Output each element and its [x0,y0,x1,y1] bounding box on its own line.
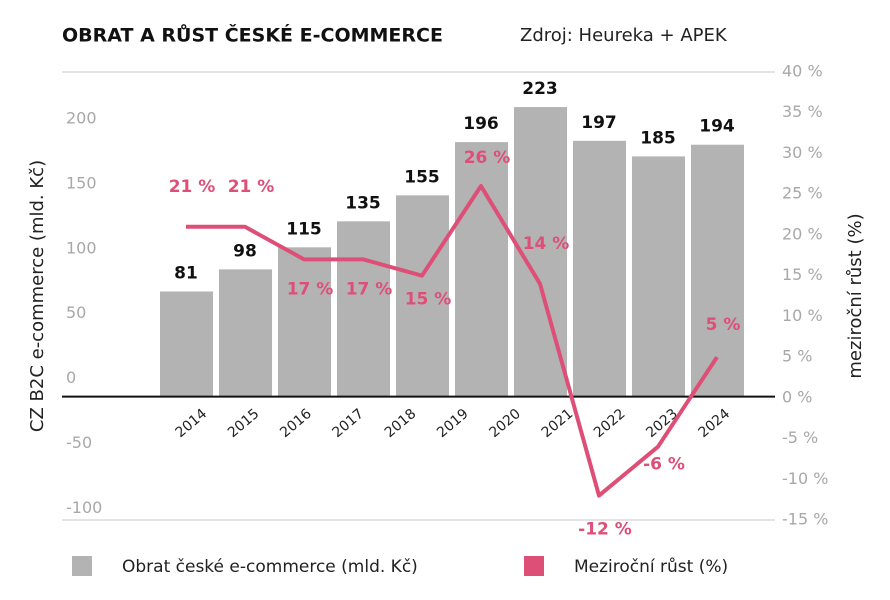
bar-value-label: 135 [345,193,381,213]
bar-value-label: 115 [286,219,322,239]
growth-value-label: 17 % [287,279,334,299]
y2-tick-label: -10 % [782,469,828,488]
bar [573,140,626,397]
y2-tick-label: 0 % [782,387,812,406]
bar-value-label: 223 [522,79,558,99]
growth-value-label: 26 % [464,148,511,168]
x-tick-label: 2015 [225,406,263,441]
growth-value-label: 21 % [228,177,275,197]
y-tick-label: 100 [66,238,97,257]
x-tick-label: 2020 [486,406,524,441]
y2-tick-label: 25 % [782,184,823,203]
bar-value-label: 155 [404,167,440,187]
bar-value-label: 185 [640,128,676,148]
bar-value-label: 194 [699,117,735,137]
y2-tick-label: -15 % [782,510,828,529]
y2-tick-label: 35 % [782,102,823,121]
x-tick-label: 2016 [277,406,315,441]
bar-value-label: 197 [581,113,617,133]
y-axis-title: CZ B2C e-commerce (mld. Kč) [27,160,48,432]
x-tick-label: 2019 [434,406,472,441]
x-tick-label: 2018 [382,406,420,441]
bar-value-label: 98 [233,241,257,261]
bar [632,156,685,397]
growth-value-label: 17 % [346,279,393,299]
bar [337,221,390,397]
x-tick-label: 2014 [173,406,211,441]
x-tick-label: 2021 [539,406,577,441]
y-tick-label: 0 [66,368,76,387]
y-tick-label: -100 [66,498,102,517]
legend-swatch [524,556,544,576]
growth-value-label: 5 % [706,315,741,335]
y2-tick-label: 20 % [782,224,823,243]
x-tick-label: 2024 [696,406,734,441]
legend-label: Obrat české e-commerce (mld. Kč) [122,557,418,577]
y2-tick-label: 5 % [782,347,812,366]
y-tick-label: 150 [66,173,97,192]
y-tick-label: 50 [66,303,86,322]
y-tick-label: 200 [66,108,97,127]
y2-tick-label: 30 % [782,143,823,162]
x-tick-label: 2022 [591,406,629,441]
growth-line [186,184,719,498]
legend-swatch [72,556,92,576]
bar [219,269,272,397]
y2-axis-title: meziroční růst (%) [845,213,866,378]
chart-subtitle: Zdroj: Heureka + APEK [520,25,728,46]
y2-tick-label: 10 % [782,306,823,325]
legend-label: Meziroční růst (%) [574,557,728,577]
bar [396,195,449,397]
y-tick-label: -50 [66,433,92,452]
bar [691,144,744,397]
bar [455,142,508,397]
x-tick-label: 2017 [329,406,367,441]
bar-value-label: 196 [463,114,499,134]
y2-tick-label: 40 % [782,62,823,81]
growth-value-label: 14 % [523,234,570,254]
y2-tick-label: -5 % [782,428,818,447]
bar [160,291,213,397]
chart-title: OBRAT A RŮST ČESKÉ E-COMMERCE [62,23,443,47]
growth-value-label: 15 % [405,290,452,310]
growth-value-label: 21 % [169,177,216,197]
bar [278,247,331,397]
bar-value-label: 81 [174,263,198,283]
growth-value-label: -6 % [643,455,685,475]
y2-tick-label: 15 % [782,265,823,284]
growth-value-label: -12 % [578,520,632,540]
